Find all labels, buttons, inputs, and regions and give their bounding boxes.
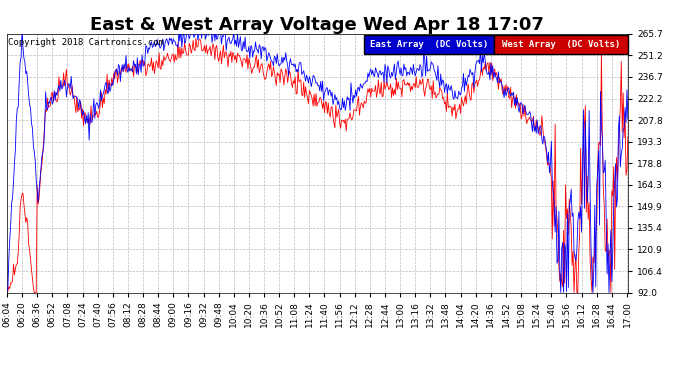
Text: West Array  (DC Volts): West Array (DC Volts): [502, 40, 620, 50]
Text: Copyright 2018 Cartronics.com: Copyright 2018 Cartronics.com: [8, 38, 164, 46]
FancyBboxPatch shape: [364, 35, 494, 54]
Title: East & West Array Voltage Wed Apr 18 17:07: East & West Array Voltage Wed Apr 18 17:…: [90, 16, 544, 34]
Text: East Array  (DC Volts): East Array (DC Volts): [370, 40, 489, 50]
FancyBboxPatch shape: [494, 35, 628, 54]
